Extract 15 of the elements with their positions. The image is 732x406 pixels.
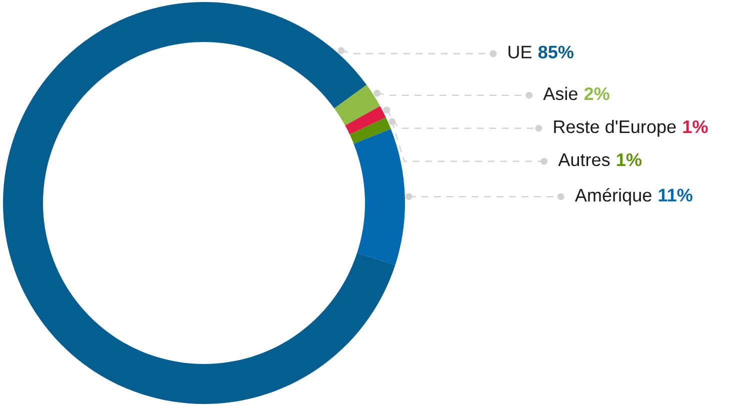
slice-label: Amérique: [574, 188, 652, 206]
data-label: 2%: [584, 87, 610, 100]
donut-slice: [350, 117, 391, 144]
slice-label: UE: [508, 46, 532, 58]
slice-label: Autres: [558, 154, 610, 166]
slice-label: Reste d'Europe: [554, 120, 676, 137]
slice-label: Asie: [543, 86, 578, 100]
donut-slice: [354, 129, 405, 266]
data-label: 85%: [538, 46, 574, 58]
data-label: 11%: [658, 188, 692, 202]
donut-slice: [345, 106, 386, 134]
data-label: 1%: [617, 153, 642, 166]
data-label: 1%: [683, 120, 708, 134]
donut-slice: [3, 2, 396, 404]
donut-slice: [334, 84, 380, 126]
